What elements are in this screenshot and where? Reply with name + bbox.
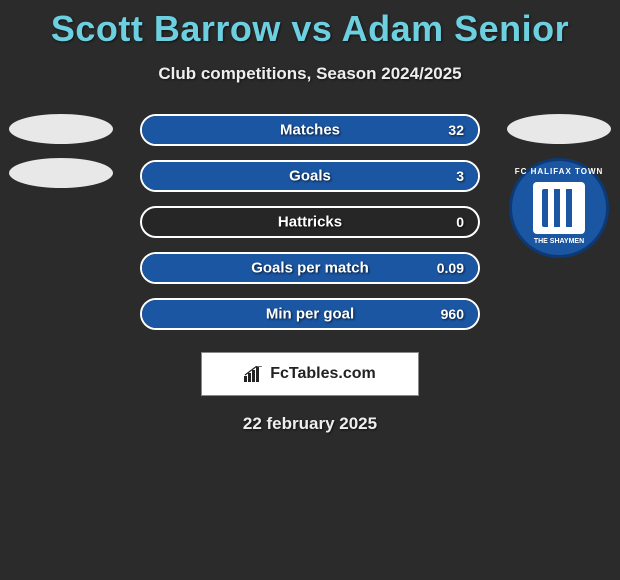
stat-value-right: 960 xyxy=(441,306,464,322)
badge-stripes-icon xyxy=(542,189,576,227)
stat-value-right: 0.09 xyxy=(437,260,464,276)
stat-label: Goals xyxy=(289,168,331,185)
subtitle: Club competitions, Season 2024/2025 xyxy=(0,64,620,84)
comparison-panel: FC HALIFAX TOWN THE SHAYMEN Matches 32 Goa… xyxy=(0,114,620,330)
fctables-logo-icon xyxy=(244,366,264,382)
badge-inner xyxy=(533,182,585,234)
page-title: Scott Barrow vs Adam Senior xyxy=(0,0,620,50)
badge-text-bottom: THE SHAYMEN xyxy=(534,238,584,245)
stat-bar: Goals per match 0.09 xyxy=(140,252,480,284)
badge-text-top: FC HALIFAX TOWN xyxy=(515,167,604,176)
stat-value-right: 0 xyxy=(456,214,464,230)
branding-text: FcTables.com xyxy=(270,365,376,383)
stat-label: Matches xyxy=(280,122,340,139)
stat-label: Min per goal xyxy=(266,306,354,323)
branding-box: FcTables.com xyxy=(201,352,419,396)
stat-bar: Min per goal 960 xyxy=(140,298,480,330)
stat-value-right: 32 xyxy=(448,122,464,138)
club-avatar-placeholder xyxy=(9,158,113,188)
stat-label: Goals per match xyxy=(251,260,369,277)
player-avatar-placeholder xyxy=(9,114,113,144)
snapshot-date: 22 february 2025 xyxy=(0,414,620,434)
stat-value-right: 3 xyxy=(456,168,464,184)
stat-label: Hattricks xyxy=(278,214,342,231)
stat-bar: Goals 3 xyxy=(140,160,480,192)
stat-bars: Matches 32 Goals 3 Hattricks 0 Goals per match… xyxy=(140,114,480,330)
stat-bar: Hattricks 0 xyxy=(140,206,480,238)
stat-bar: Matches 32 xyxy=(140,114,480,146)
player-avatar-placeholder xyxy=(507,114,611,144)
right-player-column: FC HALIFAX TOWN THE SHAYMEN xyxy=(504,114,614,258)
club-badge-halifax: FC HALIFAX TOWN THE SHAYMEN xyxy=(509,158,609,258)
left-player-column xyxy=(6,114,116,188)
